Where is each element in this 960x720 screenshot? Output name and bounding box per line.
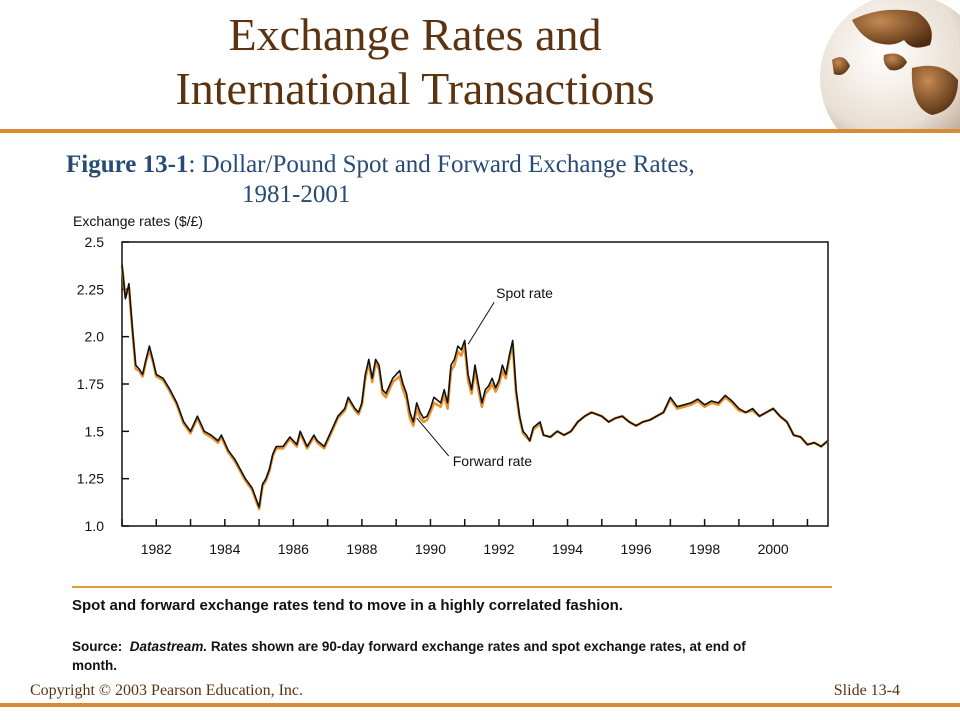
x-tick-label: 2000: [758, 541, 789, 557]
plot-frame: [121, 241, 829, 527]
forward-rate-line: [120, 266, 829, 511]
footnote-divider: [72, 586, 832, 588]
figure-caption: Figure 13-1: Dollar/Pound Spot and Forwa…: [66, 150, 886, 210]
figure-title-line2: 1981-2001: [242, 181, 351, 208]
y-tick-label: 1.0: [85, 518, 105, 534]
copyright-text: Copyright © 2003 Pearson Education, Inc.: [30, 682, 303, 699]
source-label: Source:: [72, 639, 123, 654]
y-tick-label: 1.5: [85, 423, 105, 439]
slide-number: Slide 13-4: [833, 682, 900, 699]
x-tick-label: 1992: [483, 541, 514, 557]
figure-title-line1: : Dollar/Pound Spot and Forward Exchange…: [188, 151, 695, 178]
footer-divider: [0, 703, 960, 707]
source-name: Datastream.: [129, 639, 208, 654]
y-tick-label: 2.25: [77, 281, 104, 297]
y-axis-label: Exchange rates ($/£): [73, 213, 203, 229]
title-divider: [0, 129, 960, 133]
source-text: Rates shown are 90-day forward exchange …: [72, 639, 746, 673]
figure-label: Figure 13-1: [66, 151, 189, 178]
figure-note: Spot and forward exchange rates tend to …: [72, 597, 623, 614]
forward-leader-line: [416, 417, 450, 457]
globe-icon: [812, 0, 960, 132]
slide-title-line2: International Transactions: [175, 63, 655, 114]
x-tick-label: 1990: [415, 541, 446, 557]
x-tick-label: 1994: [552, 541, 583, 557]
x-tick-label: 1996: [620, 541, 651, 557]
x-tick-label: 1984: [209, 541, 240, 557]
y-tick-label: 2.5: [85, 234, 105, 250]
y-tick-label: 1.25: [77, 471, 104, 487]
x-tick-label: 1982: [141, 541, 172, 557]
x-tick-label: 1988: [346, 541, 377, 557]
x-tick-label: 1998: [689, 541, 720, 557]
y-tick-label: 2.0: [85, 329, 105, 345]
exchange-rate-chart: Exchange rates ($/£) 1.0 1.25 1.5 1.75 2.0 2.…: [73, 213, 829, 557]
spot-rate-label: Spot rate: [496, 285, 553, 301]
spot-rate-line: [121, 264, 829, 508]
figure-source: Source: Datastream. Rates shown are 90-d…: [72, 637, 792, 675]
slide-title-line1: Exchange Rates and: [228, 9, 602, 60]
spot-leader-line: [467, 301, 495, 345]
forward-rate-label: Forward rate: [453, 453, 533, 469]
slide-title: Exchange Rates and International Transac…: [0, 8, 830, 116]
y-tick-label: 1.75: [77, 376, 104, 392]
x-tick-label: 1986: [278, 541, 309, 557]
